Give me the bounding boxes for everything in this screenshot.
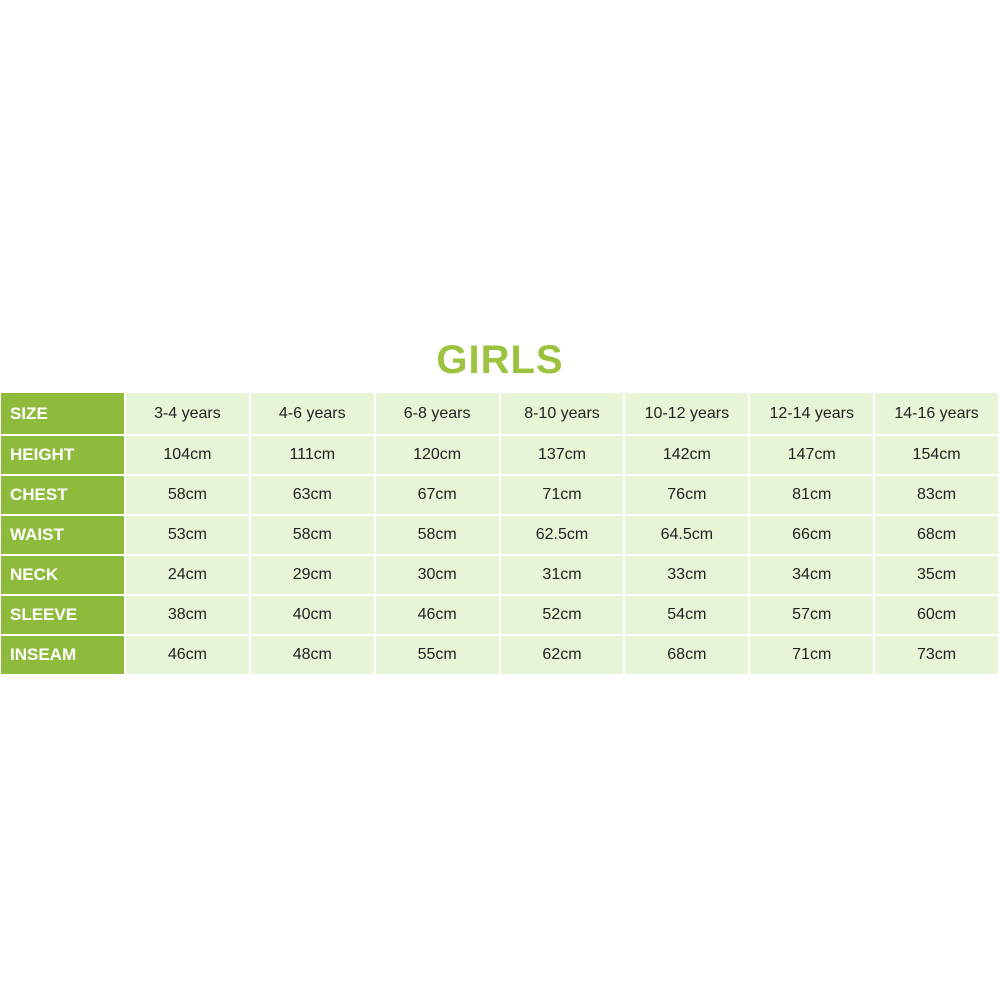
table-cell: 12-14 years: [750, 393, 873, 434]
table-cell: 55cm: [376, 636, 499, 674]
table-cell: 147cm: [750, 436, 873, 474]
table-cell: 35cm: [875, 556, 998, 594]
table-cell: 57cm: [750, 596, 873, 634]
table-cell: 76cm: [625, 476, 748, 514]
table-cell: 4-6 years: [251, 393, 374, 434]
table-cell: 111cm: [251, 436, 374, 474]
table-cell: 73cm: [875, 636, 998, 674]
table-cell: 62.5cm: [501, 516, 624, 554]
table-cell: 68cm: [875, 516, 998, 554]
table-cell: 83cm: [875, 476, 998, 514]
table-cell: 54cm: [625, 596, 748, 634]
table-cell: 62cm: [501, 636, 624, 674]
row-label-sleeve: SLEEVE: [1, 596, 124, 634]
table-cell: 3-4 years: [126, 393, 249, 434]
table-cell: 38cm: [126, 596, 249, 634]
table-cell: 71cm: [501, 476, 624, 514]
table-cell: 6-8 years: [376, 393, 499, 434]
table-cell: 58cm: [126, 476, 249, 514]
table-cell: 29cm: [251, 556, 374, 594]
table-cell: 142cm: [625, 436, 748, 474]
page-title: GIRLS: [0, 338, 1000, 383]
table-cell: 154cm: [875, 436, 998, 474]
row-label-chest: CHEST: [1, 476, 124, 514]
table-cell: 66cm: [750, 516, 873, 554]
table-cell: 46cm: [376, 596, 499, 634]
table-cell: 8-10 years: [501, 393, 624, 434]
row-label-height: HEIGHT: [1, 436, 124, 474]
table-cell: 71cm: [750, 636, 873, 674]
size-chart-table: SIZE3-4 years4-6 years6-8 years8-10 year…: [1, 393, 998, 674]
table-cell: 53cm: [126, 516, 249, 554]
table-cell: 104cm: [126, 436, 249, 474]
table-cell: 46cm: [126, 636, 249, 674]
table-cell: 24cm: [126, 556, 249, 594]
table-cell: 10-12 years: [625, 393, 748, 434]
table-cell: 60cm: [875, 596, 998, 634]
table-cell: 31cm: [501, 556, 624, 594]
table-cell: 52cm: [501, 596, 624, 634]
table-cell: 58cm: [376, 516, 499, 554]
table-cell: 48cm: [251, 636, 374, 674]
table-cell: 58cm: [251, 516, 374, 554]
table-cell: 81cm: [750, 476, 873, 514]
table-cell: 120cm: [376, 436, 499, 474]
table-cell: 67cm: [376, 476, 499, 514]
table-cell: 34cm: [750, 556, 873, 594]
row-label-waist: WAIST: [1, 516, 124, 554]
table-cell: 33cm: [625, 556, 748, 594]
table-cell: 68cm: [625, 636, 748, 674]
row-label-size: SIZE: [1, 393, 124, 434]
table-cell: 40cm: [251, 596, 374, 634]
table-cell: 64.5cm: [625, 516, 748, 554]
row-label-neck: NECK: [1, 556, 124, 594]
table-cell: 137cm: [501, 436, 624, 474]
table-cell: 14-16 years: [875, 393, 998, 434]
table-cell: 30cm: [376, 556, 499, 594]
table-cell: 63cm: [251, 476, 374, 514]
row-label-inseam: INSEAM: [1, 636, 124, 674]
